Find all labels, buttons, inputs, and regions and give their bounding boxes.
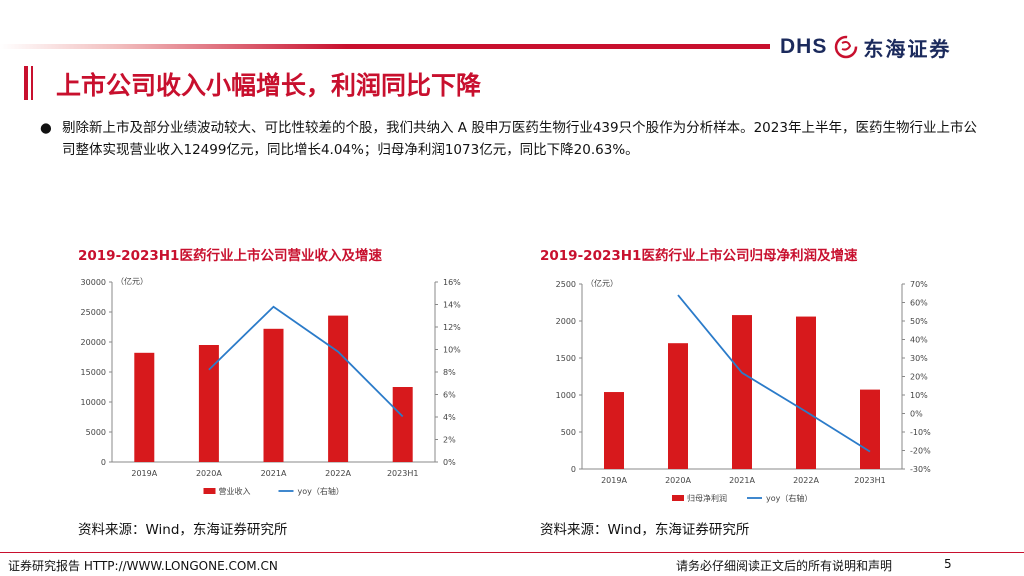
chart1-title: 2019-2023H1医药行业上市公司营业收入及增速: [78, 248, 382, 264]
bar: [732, 315, 752, 469]
page-title: 上市公司收入小幅增长，利润同比下降: [56, 71, 482, 100]
y-tick-label-right: 20%: [910, 373, 928, 382]
y-tick-label-left: 15000: [81, 368, 106, 377]
x-tick-label: 2022A: [793, 476, 819, 485]
bullet-dot: ●: [40, 120, 52, 136]
bar: [668, 343, 688, 469]
x-tick-label: 2020A: [665, 476, 691, 485]
y-tick-label-left: 2000: [556, 317, 576, 326]
y-unit-label: （亿元）: [116, 276, 148, 286]
title-accent-thin: [31, 66, 33, 100]
legend-label-line: yoy（右轴）: [298, 486, 344, 496]
y-unit-label: （亿元）: [586, 278, 618, 288]
y-tick-label-right: 10%: [910, 391, 928, 400]
y-tick-label-right: 4%: [443, 413, 456, 422]
y-tick-label-right: 10%: [443, 346, 461, 355]
y-tick-label-left: 500: [561, 428, 576, 437]
x-tick-label: 2022A: [325, 469, 351, 478]
y-tick-label-right: 14%: [443, 301, 461, 310]
y-tick-label-left: 1500: [556, 354, 576, 363]
y-tick-label-right: 8%: [443, 368, 456, 377]
legend-swatch-bar: [203, 488, 216, 494]
footer-divider: [0, 552, 1024, 553]
logo-dhs-text: DHS: [780, 35, 828, 58]
yoy-line: [677, 294, 871, 453]
header-accent-bar: [0, 44, 770, 49]
company-logo: DHS 东海证券: [780, 32, 951, 62]
y-tick-label-right: 30%: [910, 354, 928, 363]
x-tick-label: 2023H1: [387, 469, 418, 478]
bar: [134, 352, 155, 462]
page-number: 5: [944, 557, 952, 571]
bar: [604, 392, 624, 469]
bar: [198, 345, 219, 462]
y-tick-label-right: 0%: [910, 410, 923, 419]
chart2-source: 资料来源：Wind，东海证券研究所: [540, 522, 750, 538]
bar: [392, 387, 413, 462]
bar: [860, 389, 880, 469]
bar: [263, 328, 284, 462]
x-tick-label: 2019A: [601, 476, 627, 485]
y-tick-label-right: 70%: [910, 280, 928, 289]
y-tick-label-right: 12%: [443, 323, 461, 332]
y-tick-label-left: 5000: [86, 428, 106, 437]
y-tick-label-right: 40%: [910, 336, 928, 345]
x-tick-label: 2020A: [196, 469, 222, 478]
footer-website: 证券研究报告 HTTP://WWW.LONGONE.COM.CN: [8, 559, 278, 573]
legend-swatch-bar: [672, 495, 684, 501]
summary-bullet: ● 剔除新上市及部分业绩波动较大、可比性较差的个股，我们共纳入 A 股申万医药生…: [40, 117, 990, 161]
chart1-source: 资料来源：Wind，东海证券研究所: [78, 522, 288, 538]
y-tick-label-left: 25000: [81, 308, 106, 317]
yoy-line: [208, 305, 404, 418]
y-tick-label-left: 0: [101, 458, 106, 467]
y-tick-label-left: 30000: [81, 278, 106, 287]
x-tick-label: 2021A: [729, 476, 755, 485]
y-tick-label-right: 50%: [910, 317, 928, 326]
x-tick-label: 2019A: [131, 469, 157, 478]
y-tick-label-right: 6%: [443, 391, 456, 400]
y-tick-label-left: 1000: [556, 391, 576, 400]
y-tick-label-right: -10%: [910, 428, 931, 437]
y-tick-label-right: 0%: [443, 458, 456, 467]
x-tick-label: 2021A: [261, 469, 287, 478]
summary-text: 剔除新上市及部分业绩波动较大、可比性较差的个股，我们共纳入 A 股申万医药生物行…: [62, 120, 977, 158]
y-tick-label-right: 16%: [443, 278, 461, 287]
chart2-title: 2019-2023H1医药行业上市公司归母净利润及增速: [540, 248, 858, 264]
y-tick-label-right: -30%: [910, 465, 931, 474]
y-tick-label-right: 2%: [443, 436, 456, 445]
y-tick-label-left: 20000: [81, 338, 106, 347]
y-tick-label-right: 60%: [910, 299, 928, 308]
bar: [328, 315, 349, 462]
x-tick-label: 2023H1: [854, 476, 885, 485]
profit-chart: 0 500 1000 1500 2000 2500 （亿元） -30% -20% -10% 0% 10…: [556, 278, 931, 503]
y-tick-label-left: 2500: [556, 280, 576, 289]
legend-label-line: yoy（右轴）: [766, 493, 812, 503]
legend-label-bar: 营业收入: [219, 486, 251, 496]
dragon-icon: [835, 35, 858, 59]
y-tick-label-left: 0: [571, 465, 576, 474]
y-tick-label-right: -20%: [910, 447, 931, 456]
y-tick-label-left: 10000: [81, 398, 106, 407]
title-accent: [24, 66, 28, 100]
bar: [796, 316, 816, 469]
footer-disclaimer: 请务必仔细阅读正文后的所有说明和声明: [676, 559, 893, 573]
legend-label-bar: 归母净利润: [687, 493, 727, 503]
logo-cn-text: 东海证券: [863, 36, 952, 61]
revenue-chart: 0 5000 10000 15000 20000 25000 30000 （亿元） 0% 2% 4%…: [81, 276, 462, 496]
